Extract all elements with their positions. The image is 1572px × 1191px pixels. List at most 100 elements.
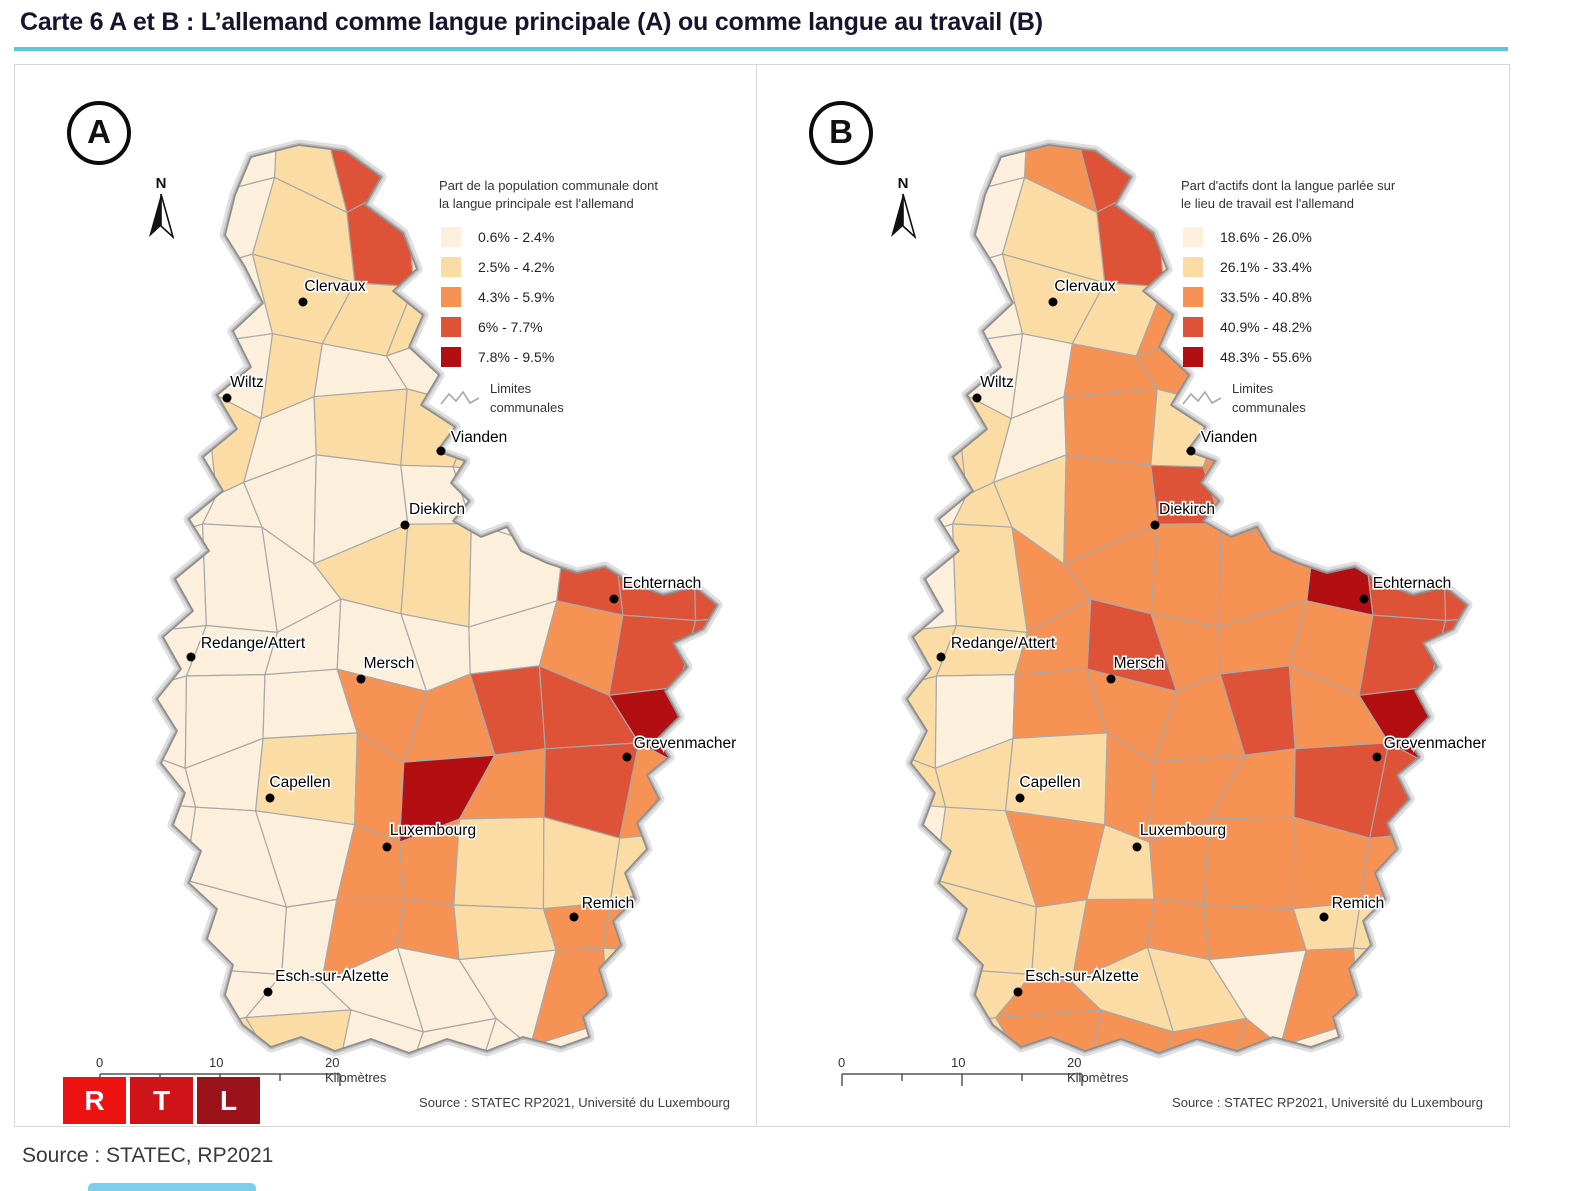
legend-title-a: Part de la population communale dont la …: [439, 177, 751, 213]
legend-swatch: [441, 257, 461, 278]
city-label: Echternach: [623, 575, 701, 592]
legend-class-row: 7.8% - 9.5%: [439, 342, 751, 372]
legend-class-label: 7.8% - 9.5%: [478, 349, 555, 366]
commune-cell: [815, 181, 858, 280]
figure-caption: Source : STATEC, RP2021: [22, 1144, 274, 1167]
legend-limits-a: Limites communales: [439, 380, 751, 416]
city-label: Vianden: [451, 429, 508, 446]
commune-cell: [157, 675, 188, 770]
scale-0: 0: [838, 1055, 846, 1070]
commune-cell: [65, 903, 127, 981]
legend-class-label: 48.3% - 55.6%: [1220, 349, 1312, 366]
north-arrow-icon: [149, 193, 174, 239]
commune-cell: [65, 666, 127, 755]
legend-class-row: 33.5% - 40.8%: [1181, 282, 1493, 312]
commune-cell: [65, 324, 140, 417]
legend-title-line2: la langue principale est l'allemand: [439, 196, 634, 212]
city-label: Clervaux: [1054, 278, 1115, 295]
city-label: Wiltz: [230, 374, 264, 391]
legend-class-label: 18.6% - 26.0%: [1220, 229, 1312, 246]
city-label: Mersch: [1114, 655, 1165, 672]
commune-cell: [815, 618, 877, 693]
commune-cell: [157, 388, 218, 496]
city-label: Redange/Attert: [201, 635, 306, 652]
city-labels-layer: Clervaux Wiltz Vianden Diekirch Echternach Re…: [186, 276, 738, 997]
city-dot: [356, 674, 366, 684]
commune-cell: [65, 954, 127, 1027]
city-label: Vianden: [1201, 429, 1258, 446]
commune-cell: [157, 523, 207, 635]
commune-cell: [65, 482, 140, 554]
city-label: Diekirch: [1159, 501, 1215, 518]
compass-north-label: N: [155, 175, 167, 192]
scalebar-a: 0 10 20 Kilomètres: [96, 1055, 386, 1094]
commune-cell: [1063, 388, 1158, 466]
rtl-logo-letter: R: [63, 1077, 126, 1124]
city-dot: [569, 912, 579, 922]
commune-cell: [65, 618, 127, 693]
commune-cell: [157, 344, 207, 418]
city-label: Esch-sur-Alzette: [1025, 968, 1139, 985]
city-label: Capellen: [1019, 774, 1080, 791]
city-dot: [265, 793, 275, 803]
bottom-blue-bar: [88, 1183, 256, 1191]
commune-cell: [1150, 523, 1222, 628]
city-dot: [1132, 842, 1142, 852]
legend-a: Part de la population communale dont la …: [439, 177, 751, 417]
compass-b: N: [875, 175, 931, 244]
scalebar-b: 0 10 20 Kilomètres: [838, 1055, 1128, 1094]
scale-10: 10: [209, 1055, 224, 1070]
city-label: Mersch: [364, 655, 415, 672]
commune-cell: [157, 879, 186, 969]
commune-cell: [1081, 1009, 1175, 1053]
city-dot: [1150, 520, 1160, 530]
maps-figure: A N Clervaux Wiltz Vianden Diekirch Echterna…: [14, 64, 1510, 1127]
commune-cell: [65, 274, 122, 352]
commune-cell: [602, 458, 705, 566]
commune-cell: [391, 1017, 497, 1053]
commune-cell: [815, 746, 895, 816]
legend-class-row: 2.5% - 4.2%: [439, 252, 751, 282]
city-label: Diekirch: [409, 501, 465, 518]
city-label: Grevenmacher: [634, 735, 737, 752]
city-label: Luxembourg: [1140, 822, 1226, 839]
commune-cell: [157, 802, 197, 904]
commune-cell: [607, 1020, 698, 1053]
city-label: Capellen: [269, 774, 330, 791]
commune-cell: [673, 883, 717, 955]
commune-cell: [1423, 883, 1467, 955]
commune-cell: [1292, 476, 1368, 566]
legend-title-line2: le lieu de travail est l'allemand: [1181, 196, 1355, 212]
city-dot: [263, 987, 273, 997]
legend-class-row: 6% - 7.7%: [439, 312, 751, 342]
rtl-logo-letter: T: [130, 1077, 193, 1124]
communal-boundary-icon: [440, 390, 480, 405]
city-dot: [400, 520, 410, 530]
commune-cell: [815, 545, 890, 635]
commune-cell: [157, 270, 196, 352]
commune-cell: [907, 953, 934, 1030]
commune-cell: [602, 947, 697, 1049]
legend-swatch: [441, 287, 461, 308]
city-dot: [1186, 446, 1196, 456]
scale-0: 0: [96, 1055, 104, 1070]
commune-cell: [331, 1009, 425, 1053]
commune-cell: [1357, 1020, 1448, 1053]
commune-cell: [65, 545, 140, 635]
commune-cell: [692, 458, 717, 557]
legend-swatch: [1183, 287, 1203, 308]
rtl-logo-letter: L: [197, 1077, 260, 1124]
city-dot: [1106, 674, 1116, 684]
commune-cell: [1433, 762, 1467, 833]
city-dot: [936, 652, 946, 662]
city-dot: [186, 652, 196, 662]
map-panel-b: B N Clervaux Wiltz Vianden Diekirch Echterna…: [756, 65, 1509, 1126]
legend-classes-b: 18.6% - 26.0% 26.1% - 33.4% 33.5% - 40.8% 4…: [1181, 222, 1493, 372]
commune-cell: [907, 879, 936, 969]
city-labels-layer: Clervaux Wiltz Vianden Diekirch Echternach Re…: [936, 276, 1488, 997]
legend-class-row: 18.6% - 26.0%: [1181, 222, 1493, 252]
legend-limits-label: Limites communales: [490, 381, 564, 415]
commune-cell: [815, 954, 877, 1027]
commune-cell: [244, 1009, 352, 1053]
